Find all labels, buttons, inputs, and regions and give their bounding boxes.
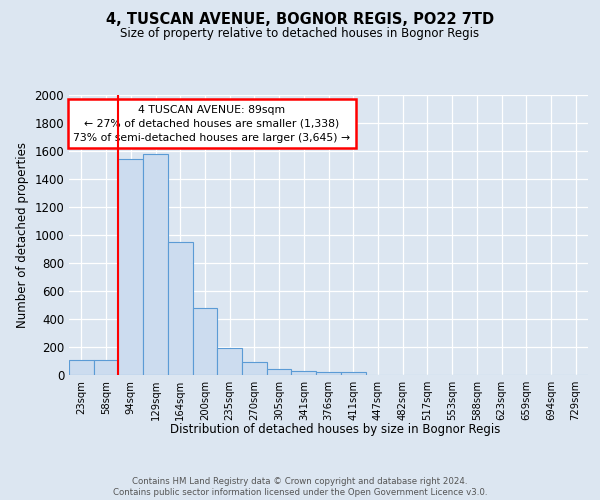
Bar [193, 308, 217, 375]
Bar [242, 362, 267, 375]
Bar [94, 360, 118, 375]
Bar [292, 371, 316, 375]
Text: Contains HM Land Registry data © Crown copyright and database right 2024.
Contai: Contains HM Land Registry data © Crown c… [113, 478, 487, 497]
Bar [118, 160, 143, 375]
Text: Size of property relative to detached houses in Bognor Regis: Size of property relative to detached ho… [121, 28, 479, 40]
Text: 4 TUSCAN AVENUE: 89sqm
← 27% of detached houses are smaller (1,338)
73% of semi-: 4 TUSCAN AVENUE: 89sqm ← 27% of detached… [73, 105, 350, 143]
Bar [341, 372, 365, 375]
Text: 4, TUSCAN AVENUE, BOGNOR REGIS, PO22 7TD: 4, TUSCAN AVENUE, BOGNOR REGIS, PO22 7TD [106, 12, 494, 28]
Bar [143, 154, 168, 375]
Bar [267, 368, 292, 375]
Bar [217, 348, 242, 375]
Bar [316, 372, 341, 375]
Bar [168, 242, 193, 375]
Bar [69, 360, 94, 375]
Text: Distribution of detached houses by size in Bognor Regis: Distribution of detached houses by size … [170, 422, 500, 436]
Y-axis label: Number of detached properties: Number of detached properties [16, 142, 29, 328]
